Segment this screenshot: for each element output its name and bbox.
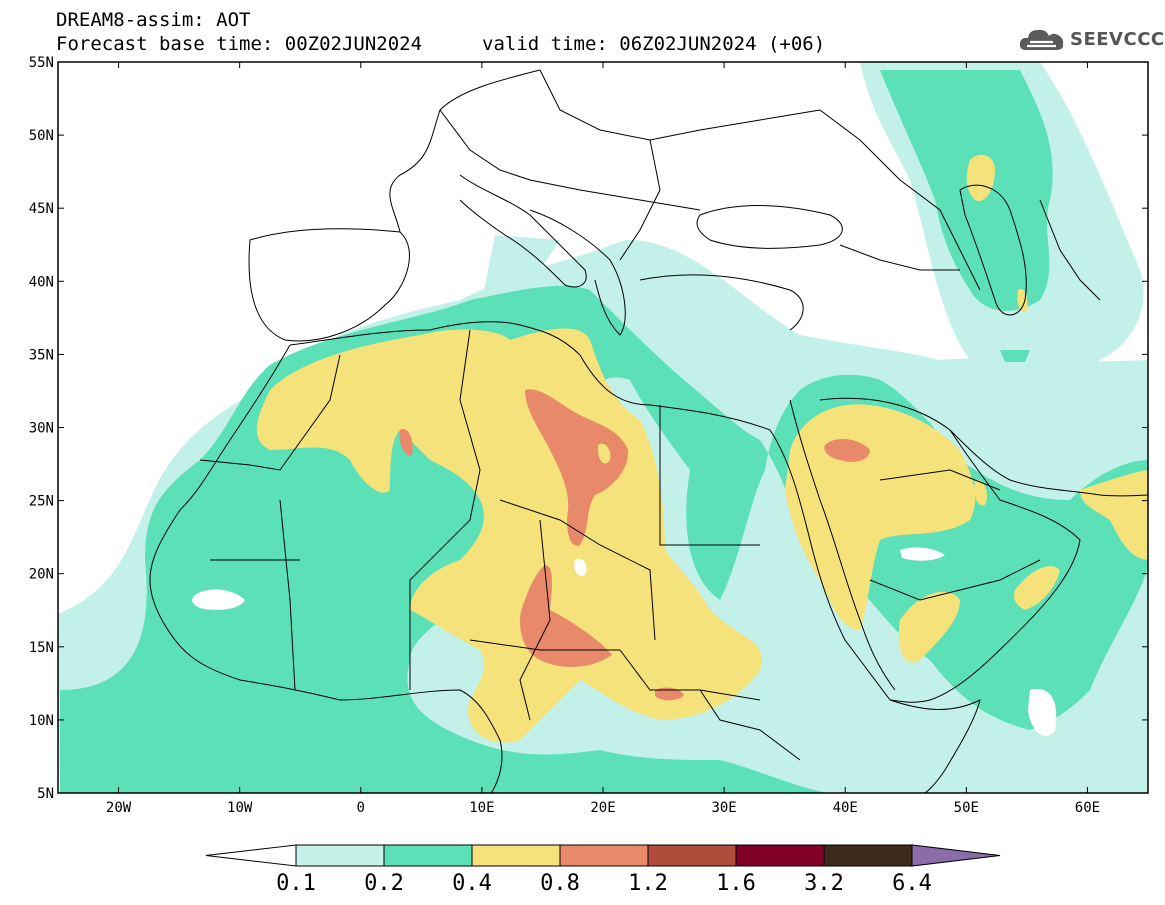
colorbar-segment xyxy=(560,845,648,866)
colorbar xyxy=(206,845,1000,866)
lat-tick-label: 20N xyxy=(29,567,54,583)
lat-tick-label: 45N xyxy=(29,201,54,217)
colorbar-segment xyxy=(648,845,736,866)
lon-tick-label: 10E xyxy=(469,800,494,816)
colorbar-over-triangle xyxy=(912,845,1000,866)
lat-tick-label: 10N xyxy=(29,713,54,729)
aot-field xyxy=(55,62,1150,795)
lon-tick-label: 20W xyxy=(106,800,132,816)
lon-tick-label: 50E xyxy=(954,800,979,816)
colorbar-level-label: 6.4 xyxy=(892,872,932,896)
lat-tick-label: 5N xyxy=(37,786,54,802)
lat-tick-label: 15N xyxy=(29,640,54,656)
lon-tick-label: 60E xyxy=(1075,800,1100,816)
lat-tick-label: 40N xyxy=(29,274,54,290)
colorbar-segment xyxy=(824,845,912,866)
lat-tick-label: 50N xyxy=(29,128,54,144)
colorbar-level-label: 0.1 xyxy=(276,872,316,896)
colorbar-level-label: 0.8 xyxy=(540,872,580,896)
colorbar-level-label: 3.2 xyxy=(804,872,844,896)
lat-tick-label: 55N xyxy=(29,55,54,71)
lat-tick-label: 35N xyxy=(29,347,54,363)
colorbar-segment xyxy=(472,845,560,866)
colorbar-level-label: 1.6 xyxy=(716,872,756,896)
lat-tick-label: 30N xyxy=(29,421,54,437)
lat-tick-label: 25N xyxy=(29,494,54,510)
lon-tick-label: 10W xyxy=(227,800,253,816)
colorbar-level-label: 0.4 xyxy=(452,872,492,896)
lon-tick-label: 40E xyxy=(833,800,858,816)
colorbar-level-label: 1.2 xyxy=(628,872,668,896)
colorbar-under-triangle xyxy=(206,845,296,866)
lon-tick-label: 0 xyxy=(357,800,365,816)
colorbar-level-label: 0.2 xyxy=(364,872,404,896)
colorbar-segment xyxy=(384,845,472,866)
colorbar-segment xyxy=(736,845,824,866)
lon-tick-label: 30E xyxy=(711,800,736,816)
colorbar-segment xyxy=(296,845,384,866)
lon-tick-label: 20E xyxy=(590,800,615,816)
